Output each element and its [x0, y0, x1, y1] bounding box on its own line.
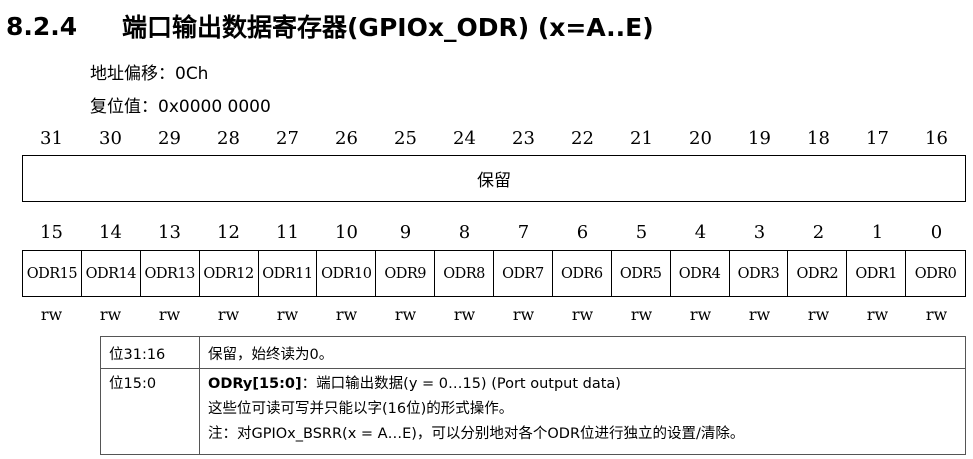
- field-name: ODRy[15:0]: [208, 376, 302, 392]
- bit-number: 14: [99, 222, 122, 243]
- bit-number: 11: [276, 222, 299, 243]
- access-type: rw: [40, 305, 63, 324]
- access-type: rw: [217, 305, 240, 324]
- bit-number: 16: [925, 128, 948, 149]
- bit-range: 位31:16: [100, 336, 200, 369]
- bit-numbers-low: 15 14 13 12 11 10 9 8 7 6 5 4 3 2 1 0: [22, 222, 966, 243]
- bit-number: 31: [40, 128, 63, 149]
- bit-description: ODRy[15:0]：端口输出数据(y = 0…15) (Port output…: [199, 368, 966, 455]
- section-number: 8.2.4: [6, 11, 78, 41]
- field-cell: ODR3: [730, 251, 789, 296]
- bit-number: 20: [689, 128, 712, 149]
- field-cell: ODR1: [847, 251, 907, 296]
- field-cell: ODR0: [914, 265, 957, 282]
- access-types: rw rw rw rw rw rw rw rw rw rw rw rw rw rw rw rw: [22, 305, 966, 324]
- bit-number: 13: [158, 222, 181, 243]
- bit-number: 17: [866, 128, 889, 149]
- field-cell: ODR5: [612, 251, 671, 296]
- field-cell: ODR6: [553, 251, 612, 296]
- bit-number: 8: [458, 222, 471, 243]
- bit-number: 21: [630, 128, 653, 149]
- access-type: rw: [571, 305, 594, 324]
- bit-number: 22: [571, 128, 594, 149]
- bit-numbers-high: 31 30 29 28 27 26 25 24 23 22 21 20 19 18 17 16: [22, 128, 966, 149]
- bit-number: 2: [812, 222, 825, 243]
- bit-number: 5: [635, 222, 648, 243]
- field-cell: ODR10: [317, 251, 377, 296]
- section-title: 端口输出数据寄存器(GPIOx_ODR) (x=A..E): [122, 13, 654, 42]
- field-summary-text: ：端口输出数据(y = 0…15) (Port output data): [301, 376, 621, 392]
- access-type: rw: [453, 305, 476, 324]
- bit-number: 7: [517, 222, 530, 243]
- bit-number: 26: [335, 128, 358, 149]
- address-offset: 地址偏移：0Ch: [90, 64, 209, 84]
- access-type: rw: [99, 305, 122, 324]
- access-type: rw: [925, 305, 948, 324]
- reserved-label: 保留: [477, 171, 511, 191]
- bit-number: 1: [871, 222, 884, 243]
- description-note: 注：对GPIOx_BSRR(x = A…E)，可以分别地对各个ODR位进行独立的…: [208, 426, 745, 442]
- bit-number: 9: [399, 222, 412, 243]
- bit-number: 0: [930, 222, 943, 243]
- description-line: 这些位可读可写并只能以字(16位)的形式操作。: [208, 401, 514, 417]
- access-type: rw: [807, 305, 830, 324]
- access-type: rw: [748, 305, 771, 324]
- field-cell: ODR11: [259, 251, 318, 296]
- bit-number: 6: [576, 222, 589, 243]
- access-type: rw: [630, 305, 653, 324]
- table-row: 位31:16 保留，始终读为0。: [100, 336, 966, 369]
- field-cell: ODR12: [200, 251, 259, 296]
- field-cell: ODR9: [376, 251, 436, 296]
- bit-number: 29: [158, 128, 181, 149]
- bit-number: 3: [753, 222, 766, 243]
- field-summary: ODRy[15:0]：端口输出数据(y = 0…15) (Port output…: [208, 372, 957, 397]
- bit-number: 4: [694, 222, 707, 243]
- bit-number: 15: [40, 222, 63, 243]
- bit-number: 25: [394, 128, 417, 149]
- bit-number: 30: [99, 128, 122, 149]
- register-fields: ODR15 ODR14 ODR13 ODR12 ODR11 ODR10 ODR9 ODR8 OD…: [22, 250, 966, 297]
- field-cell: ODR13: [141, 251, 200, 296]
- field-cell: ODR7: [494, 251, 553, 296]
- reserved-field: 保留: [22, 155, 966, 202]
- access-type: rw: [512, 305, 535, 324]
- field-cell: ODR2: [788, 251, 848, 296]
- bit-number: 10: [335, 222, 358, 243]
- access-type: rw: [276, 305, 299, 324]
- access-type: rw: [866, 305, 889, 324]
- reset-value: 复位值：0x0000 0000: [90, 97, 271, 117]
- bit-number: 23: [512, 128, 535, 149]
- access-type: rw: [158, 305, 181, 324]
- bit-description: 保留，始终读为0。: [199, 336, 966, 369]
- bit-number: 19: [748, 128, 771, 149]
- field-cell: ODR4: [671, 251, 730, 296]
- bit-number: 28: [217, 128, 240, 149]
- field-cell: ODR8: [435, 251, 494, 296]
- field-description-table: 位31:16 保留，始终读为0。 位15:0 ODRy[15:0]：端口输出数据…: [100, 336, 966, 455]
- bit-range: 位15:0: [100, 368, 200, 455]
- field-cell: ODR15: [23, 251, 82, 296]
- field-cell: ODR14: [82, 251, 141, 296]
- bit-number: 27: [276, 128, 299, 149]
- access-type: rw: [335, 305, 358, 324]
- section-heading: 8.2.4 端口输出数据寄存器(GPIOx_ODR) (x=A..E): [6, 8, 654, 44]
- table-row: 位15:0 ODRy[15:0]：端口输出数据(y = 0…15) (Port …: [100, 368, 966, 455]
- bit-number: 18: [807, 128, 830, 149]
- access-type: rw: [394, 305, 417, 324]
- access-type: rw: [689, 305, 712, 324]
- bit-number: 24: [453, 128, 476, 149]
- bit-number: 12: [217, 222, 240, 243]
